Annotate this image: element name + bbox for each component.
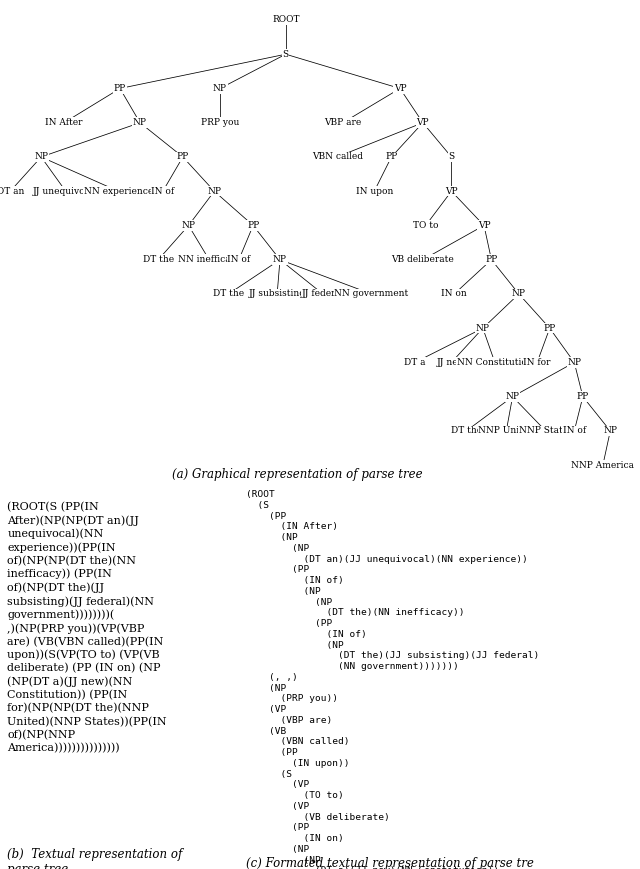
Text: JJ federal: JJ federal <box>301 289 344 298</box>
Text: JJ new: JJ new <box>436 358 466 367</box>
Text: NP: NP <box>207 187 221 196</box>
Text: DT a: DT a <box>404 358 426 367</box>
Text: PP: PP <box>577 392 589 401</box>
Text: VBN called: VBN called <box>312 152 363 162</box>
Text: IN of: IN of <box>151 187 175 196</box>
Text: IN on: IN on <box>442 289 467 298</box>
Text: NP: NP <box>133 118 147 127</box>
Text: IN upon: IN upon <box>356 187 393 196</box>
Text: VP: VP <box>394 84 406 93</box>
Text: NP: NP <box>182 221 196 230</box>
Text: PRP you: PRP you <box>201 118 239 127</box>
Text: VP: VP <box>445 187 458 196</box>
Text: (ROOT(S (PP(IN
After)(NP(NP(DT an)(JJ
unequivocal)(NN
experience))(PP(IN
of)(NP(: (ROOT(S (PP(IN After)(NP(NP(DT an)(JJ un… <box>8 501 167 753</box>
Text: DT the: DT the <box>451 427 482 435</box>
Text: JJ unequivocal: JJ unequivocal <box>33 187 99 196</box>
Text: PP: PP <box>543 323 556 333</box>
Text: NN experience: NN experience <box>84 187 153 196</box>
Text: (a) Graphical representation of parse tree: (a) Graphical representation of parse tr… <box>172 468 422 481</box>
Text: IN of: IN of <box>227 255 250 264</box>
Text: (ROOT
  (S
    (PP
      (IN After)
      (NP
        (NP
          (DT an)(JJ u: (ROOT (S (PP (IN After) (NP (NP (DT an)(… <box>246 490 539 869</box>
Text: NP: NP <box>506 392 520 401</box>
Text: TO to: TO to <box>413 221 438 230</box>
Text: VBP are: VBP are <box>324 118 362 127</box>
Text: DT an: DT an <box>0 187 24 196</box>
Text: IN After: IN After <box>45 118 83 127</box>
Text: NP: NP <box>34 152 48 162</box>
Text: NNP States: NNP States <box>519 427 573 435</box>
Text: IN for: IN for <box>524 358 551 367</box>
Text: VP: VP <box>417 118 429 127</box>
Text: NN Constitution: NN Constitution <box>457 358 532 367</box>
Text: NP: NP <box>213 84 227 93</box>
Text: PP: PP <box>485 255 497 264</box>
Text: JJ subsisting: JJ subsisting <box>249 289 306 298</box>
Text: NN inefficacy: NN inefficacy <box>178 255 241 264</box>
Text: S: S <box>449 152 454 162</box>
Text: NNP America: NNP America <box>572 461 634 469</box>
Text: S: S <box>283 50 289 59</box>
Text: NP: NP <box>476 323 490 333</box>
Text: PP: PP <box>177 152 189 162</box>
Text: NP: NP <box>512 289 526 298</box>
Text: PP: PP <box>385 152 397 162</box>
Text: DT the: DT the <box>213 289 244 298</box>
Text: (c) Formated textual representation of parse tre: (c) Formated textual representation of p… <box>246 857 534 869</box>
Text: (b)  Textual representation of
parse tree: (b) Textual representation of parse tree <box>8 848 183 869</box>
Text: NN government: NN government <box>334 289 408 298</box>
Text: NP: NP <box>273 255 287 264</box>
Text: NP: NP <box>604 427 618 435</box>
Text: VP: VP <box>477 221 490 230</box>
Text: PP: PP <box>114 84 126 93</box>
Text: VB deliberate: VB deliberate <box>392 255 454 264</box>
Text: IN of: IN of <box>563 427 586 435</box>
Text: ROOT: ROOT <box>272 16 300 24</box>
Text: NNP United: NNP United <box>478 427 534 435</box>
Text: DT the: DT the <box>143 255 174 264</box>
Text: NP: NP <box>567 358 581 367</box>
Text: PP: PP <box>247 221 259 230</box>
